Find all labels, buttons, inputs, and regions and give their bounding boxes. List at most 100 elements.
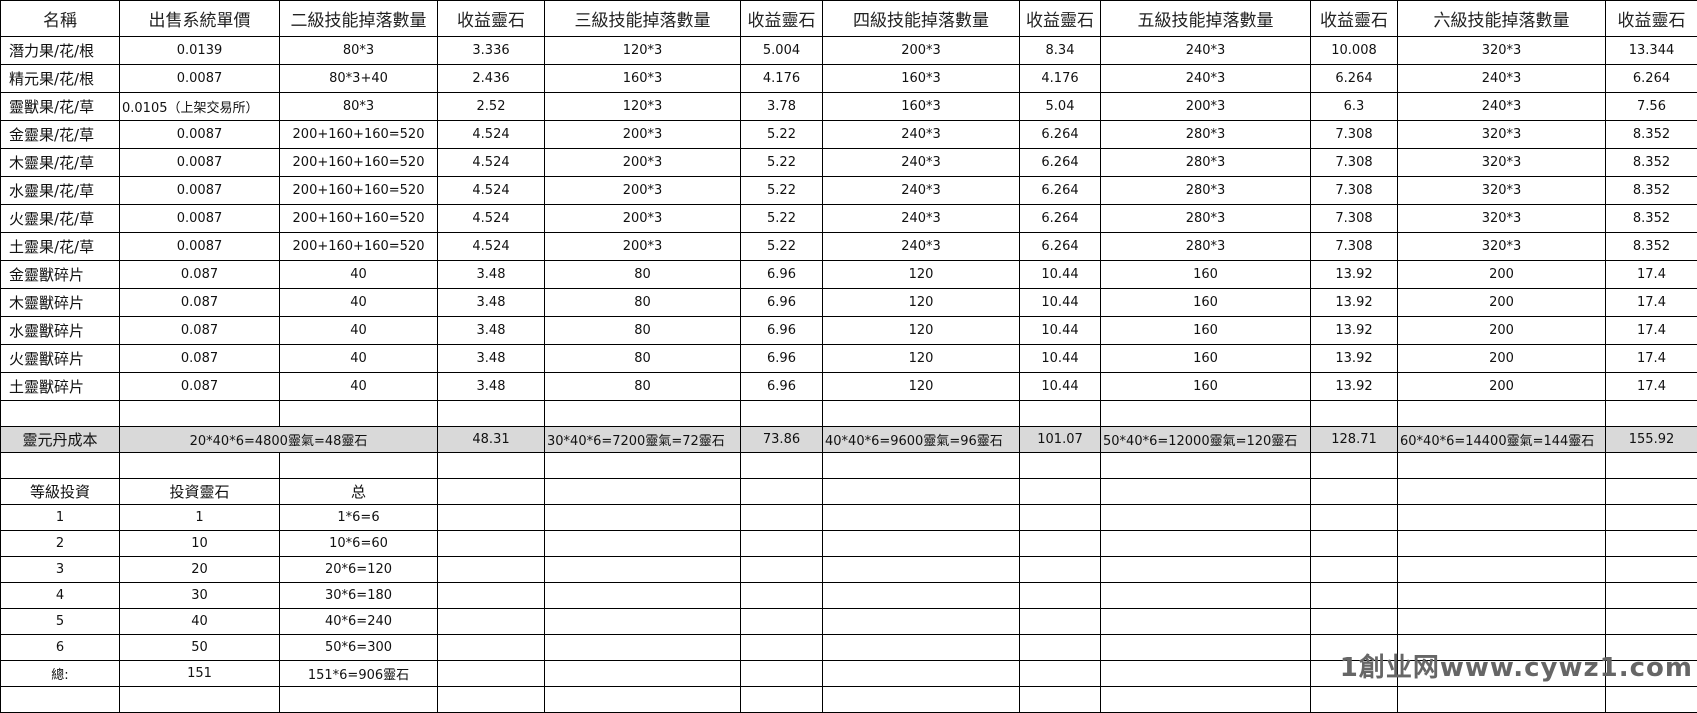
empty-cell[interactable] — [1020, 505, 1101, 531]
empty-cell[interactable] — [438, 531, 545, 557]
cost-label-cell[interactable]: 靈元丹成本 — [1, 427, 120, 453]
item-value-cell[interactable]: 200*3 — [545, 233, 741, 261]
item-value-cell[interactable]: 6.3 — [1311, 93, 1398, 121]
item-value-cell[interactable]: 320*3 — [1398, 177, 1606, 205]
empty-cell[interactable] — [1, 401, 120, 427]
empty-cell[interactable] — [1311, 401, 1398, 427]
empty-cell[interactable] — [823, 479, 1020, 505]
empty-cell[interactable] — [1020, 557, 1101, 583]
investment-cell[interactable]: 5 — [1, 609, 120, 635]
empty-cell[interactable] — [741, 479, 823, 505]
empty-cell[interactable] — [1101, 609, 1311, 635]
item-name-cell[interactable]: 精元果/花/根 — [1, 65, 120, 93]
item-value-cell[interactable]: 80 — [545, 317, 741, 345]
item-value-cell[interactable]: 200 — [1398, 289, 1606, 317]
item-value-cell[interactable]: 200+160+160=520 — [280, 149, 438, 177]
item-name-cell[interactable]: 土靈果/花/草 — [1, 233, 120, 261]
empty-cell[interactable] — [823, 661, 1020, 687]
item-value-cell[interactable]: 8.352 — [1606, 177, 1697, 205]
empty-cell[interactable] — [280, 401, 438, 427]
empty-cell[interactable] — [545, 635, 741, 661]
investment-cell[interactable]: 40 — [120, 609, 280, 635]
empty-cell[interactable] — [741, 583, 823, 609]
empty-cell[interactable] — [280, 687, 438, 713]
empty-cell[interactable] — [1606, 505, 1697, 531]
item-value-cell[interactable]: 0.0087 — [120, 233, 280, 261]
empty-cell[interactable] — [438, 453, 545, 479]
cost-value-cell[interactable]: 73.86 — [741, 427, 823, 453]
item-value-cell[interactable]: 2.52 — [438, 93, 545, 121]
investment-cell[interactable]: 6 — [1, 635, 120, 661]
empty-cell[interactable] — [823, 583, 1020, 609]
header-cell[interactable]: 名稱 — [1, 1, 120, 37]
item-value-cell[interactable]: 3.48 — [438, 261, 545, 289]
item-value-cell[interactable]: 5.22 — [741, 149, 823, 177]
cost-formula-cell[interactable]: 60*40*6=14400靈氣=144靈石 — [1398, 427, 1606, 453]
item-value-cell[interactable]: 13.92 — [1311, 317, 1398, 345]
cost-formula-cell[interactable]: 30*40*6=7200靈氣=72靈石 — [545, 427, 741, 453]
empty-cell[interactable] — [741, 661, 823, 687]
empty-cell[interactable] — [438, 609, 545, 635]
item-value-cell[interactable]: 17.4 — [1606, 373, 1697, 401]
empty-cell[interactable] — [1606, 453, 1697, 479]
item-value-cell[interactable]: 5.22 — [741, 233, 823, 261]
item-value-cell[interactable]: 4.176 — [741, 65, 823, 93]
item-value-cell[interactable]: 8.352 — [1606, 233, 1697, 261]
item-value-cell[interactable]: 280*3 — [1101, 205, 1311, 233]
header-cell[interactable]: 收益靈石 — [1311, 1, 1398, 37]
empty-cell[interactable] — [438, 557, 545, 583]
empty-cell[interactable] — [741, 401, 823, 427]
investment-cell[interactable]: 30 — [120, 583, 280, 609]
item-value-cell[interactable]: 80*3+40 — [280, 65, 438, 93]
item-value-cell[interactable]: 4.524 — [438, 149, 545, 177]
item-value-cell[interactable]: 80 — [545, 345, 741, 373]
item-value-cell[interactable]: 0.0087 — [120, 121, 280, 149]
item-value-cell[interactable]: 3.78 — [741, 93, 823, 121]
item-value-cell[interactable]: 40 — [280, 345, 438, 373]
investment-cell[interactable]: 151 — [120, 661, 280, 687]
empty-cell[interactable] — [1398, 557, 1606, 583]
empty-cell[interactable] — [438, 661, 545, 687]
empty-cell[interactable] — [823, 453, 1020, 479]
empty-cell[interactable] — [1020, 687, 1101, 713]
item-value-cell[interactable]: 240*3 — [823, 205, 1020, 233]
item-value-cell[interactable]: 160 — [1101, 261, 1311, 289]
item-value-cell[interactable]: 160*3 — [545, 65, 741, 93]
empty-cell[interactable] — [1311, 531, 1398, 557]
item-value-cell[interactable]: 120 — [823, 261, 1020, 289]
item-value-cell[interactable]: 6.264 — [1311, 65, 1398, 93]
empty-cell[interactable] — [545, 479, 741, 505]
header-cell[interactable]: 三級技能掉落數量 — [545, 1, 741, 37]
item-value-cell[interactable]: 0.0087 — [120, 205, 280, 233]
investment-cell[interactable]: 1 — [1, 505, 120, 531]
item-value-cell[interactable]: 200+160+160=520 — [280, 233, 438, 261]
item-value-cell[interactable]: 6.96 — [741, 373, 823, 401]
empty-cell[interactable] — [741, 609, 823, 635]
item-value-cell[interactable]: 240*3 — [823, 177, 1020, 205]
item-value-cell[interactable]: 160 — [1101, 317, 1311, 345]
empty-cell[interactable] — [1101, 687, 1311, 713]
empty-cell[interactable] — [545, 505, 741, 531]
item-value-cell[interactable]: 13.92 — [1311, 345, 1398, 373]
empty-cell[interactable] — [741, 635, 823, 661]
empty-cell[interactable] — [1606, 401, 1697, 427]
empty-cell[interactable] — [1101, 505, 1311, 531]
investment-cell[interactable]: 4 — [1, 583, 120, 609]
item-value-cell[interactable]: 160 — [1101, 373, 1311, 401]
item-value-cell[interactable]: 5.22 — [741, 205, 823, 233]
empty-cell[interactable] — [120, 687, 280, 713]
item-value-cell[interactable]: 13.92 — [1311, 373, 1398, 401]
item-value-cell[interactable]: 200*3 — [545, 177, 741, 205]
empty-cell[interactable] — [1606, 609, 1697, 635]
empty-cell[interactable] — [1398, 583, 1606, 609]
empty-cell[interactable] — [1606, 479, 1697, 505]
item-value-cell[interactable]: 320*3 — [1398, 121, 1606, 149]
empty-cell[interactable] — [438, 505, 545, 531]
item-value-cell[interactable]: 3.336 — [438, 37, 545, 65]
empty-cell[interactable] — [741, 453, 823, 479]
investment-header-cell[interactable]: 投資靈石 — [120, 479, 280, 505]
item-value-cell[interactable]: 4.524 — [438, 121, 545, 149]
item-value-cell[interactable]: 320*3 — [1398, 37, 1606, 65]
item-value-cell[interactable]: 10.44 — [1020, 317, 1101, 345]
empty-cell[interactable] — [545, 583, 741, 609]
